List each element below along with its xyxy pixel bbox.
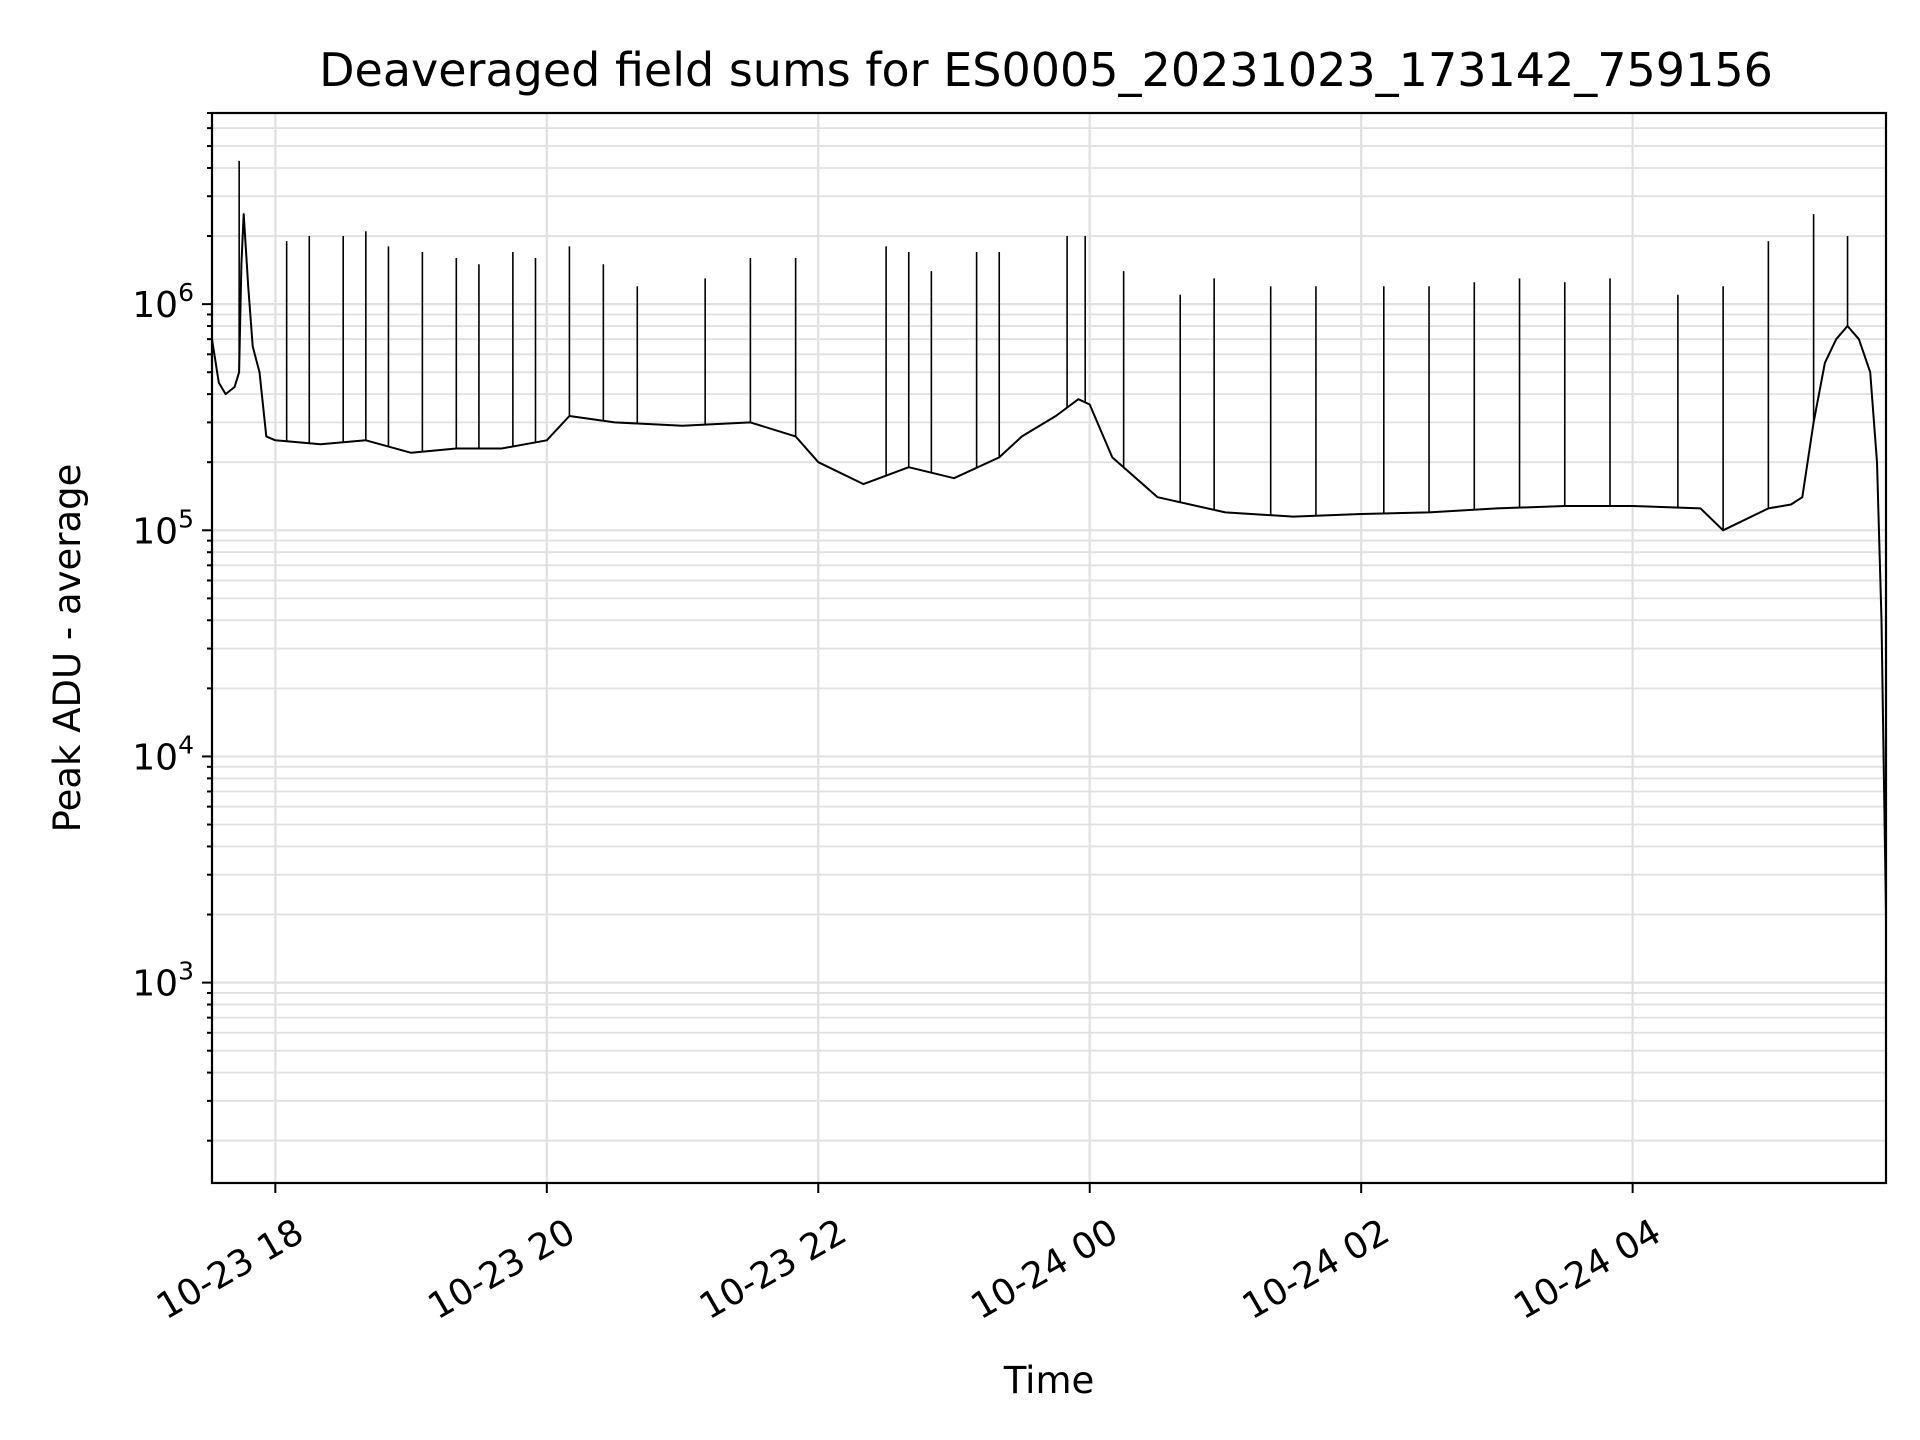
y-axis-label: Peak ADU - average	[46, 464, 89, 833]
y-tick-label: 103	[132, 957, 194, 1005]
y-axis: 103 104 105 106	[132, 112, 212, 1142]
data-series	[211, 160, 1887, 915]
grid	[212, 112, 1886, 1183]
y-tick-label: 105	[132, 504, 194, 552]
y-tick-label: 106	[132, 278, 194, 326]
chart-title: Deaveraged field sums for ES0005_2023102…	[319, 43, 1773, 97]
y-tick-label: 104	[132, 730, 194, 778]
x-axis-label: Time	[1003, 1359, 1095, 1402]
